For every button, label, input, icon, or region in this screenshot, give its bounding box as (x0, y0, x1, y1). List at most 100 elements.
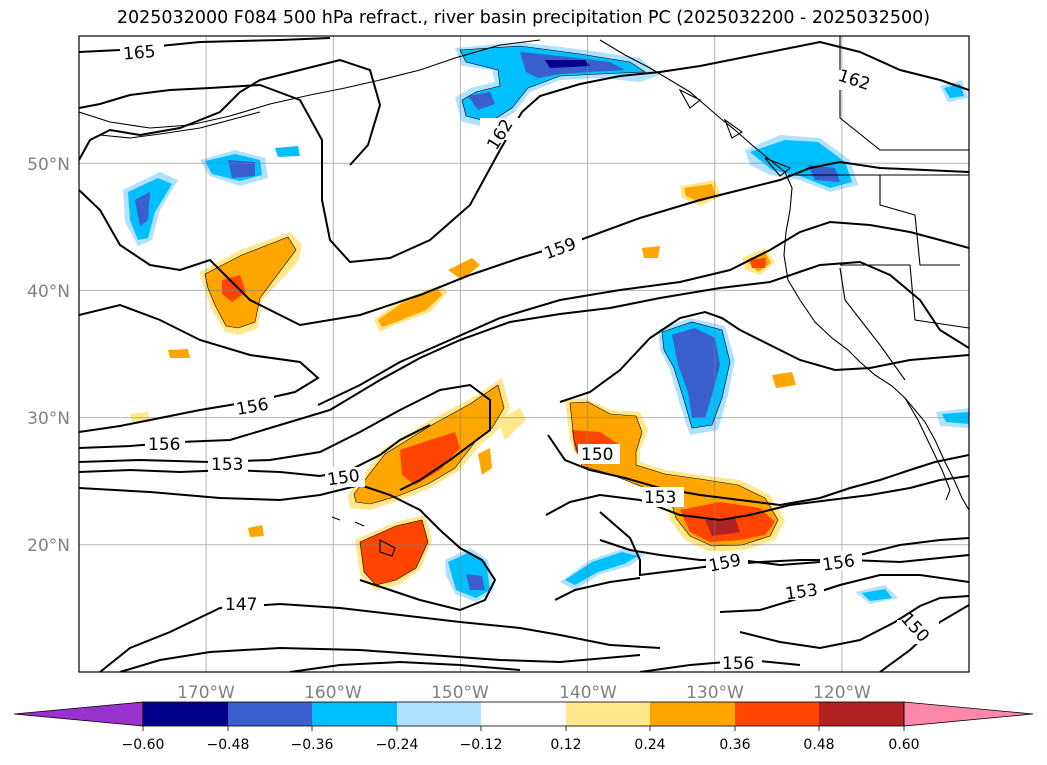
precip-shading (123, 42, 969, 604)
alaska-coastline (79, 39, 541, 129)
contour-label: 150 (581, 445, 613, 465)
precip-outline (569, 401, 779, 547)
north-america-coastline (599, 39, 969, 511)
contour-line (79, 303, 320, 433)
positive-anomaly-region (400, 432, 460, 485)
contour-line (547, 434, 969, 507)
contour-line (739, 595, 969, 650)
colorbar-tick-label: 0.24 (634, 737, 665, 753)
contour-line (719, 574, 969, 613)
positive-anomaly-region (498, 408, 526, 440)
contour-line (79, 483, 497, 612)
contour-line (79, 58, 382, 166)
negative-anomaly-region (862, 589, 892, 601)
contour-line (79, 37, 331, 53)
negative-anomaly-region (808, 165, 840, 182)
map-frame (78, 35, 970, 673)
contour-line (545, 475, 969, 522)
contour-label: 153 (644, 488, 676, 508)
contour-label: 156 (821, 551, 856, 575)
colorbar-segment (397, 702, 481, 726)
colorbar-tick-label: −0.36 (291, 737, 334, 753)
positive-anomaly-region (642, 246, 660, 258)
lon-tick-labels: 170°W 160°W 150°W 140°W 130°W 120°W (177, 683, 871, 703)
colorbar-segment (312, 702, 397, 726)
precip-outline (359, 519, 429, 586)
lat-tick-label: 20°N (27, 536, 70, 556)
contour-line (289, 660, 521, 672)
negative-anomaly-region (468, 92, 495, 110)
figure-title: 2025032000 F084 500 hPa refract., river … (116, 8, 931, 28)
precip-outline (459, 45, 646, 123)
colorbar-extend-high (903, 701, 1034, 727)
lon-tick-label: 150°W (431, 683, 489, 703)
lon-tick-label: 130°W (686, 683, 744, 703)
contour-line (79, 40, 969, 264)
colorbar-extend-low (13, 701, 144, 727)
colorbar-segment (143, 702, 228, 726)
aleutian-islands (99, 111, 261, 139)
contour-line (554, 577, 641, 601)
negative-anomaly-region (545, 60, 590, 68)
refractivity-contours (79, 37, 969, 672)
island (678, 88, 792, 177)
negative-anomaly-region (565, 552, 638, 585)
positive-anomaly-region (222, 275, 246, 302)
colorbar-segment (650, 702, 735, 726)
colorbar-frame (142, 701, 905, 727)
colorbar-tick-label: 0.36 (719, 737, 750, 753)
contour-labels: 165 162 162 159 156 156 153 150 150 153 … (120, 42, 939, 674)
contour-line (559, 310, 969, 403)
positive-anomaly-region (750, 258, 766, 268)
contour-label: 147 (225, 595, 257, 615)
colorbar: −0.60 −0.48 −0.36 −0.24 −0.12 0.12 0.24 … (13, 701, 1034, 753)
contour-line (599, 537, 969, 567)
coastlines (79, 36, 969, 557)
lat-tick-label: 50°N (27, 155, 70, 175)
positive-anomaly-region (772, 372, 796, 388)
contour-label: 150 (326, 466, 361, 490)
lon-tick-label: 160°W (304, 683, 362, 703)
lat-tick-label: 40°N (27, 282, 70, 302)
contour-line (79, 160, 969, 327)
negative-anomaly-region (228, 160, 255, 178)
lon-tick-label: 140°W (559, 683, 617, 703)
contour-label: 153 (211, 455, 243, 475)
us-state-border (879, 175, 960, 266)
negative-anomaly-region (135, 192, 150, 226)
lon-tick-label: 170°W (177, 683, 235, 703)
positive-anomaly-region (448, 258, 480, 280)
colorbar-tick-label: 0.60 (888, 737, 919, 753)
contour-label: 153 (784, 580, 819, 604)
positive-anomaly-region (360, 520, 428, 585)
contour-label: 156 (235, 395, 270, 420)
colorbar-segment (735, 702, 819, 726)
negative-anomaly-region (128, 178, 172, 240)
contour-label: 156 (722, 654, 754, 674)
contour-line (79, 424, 431, 478)
negative-anomaly-region (466, 574, 485, 590)
colorbar-segment (481, 702, 566, 726)
lat-tick-label: 30°N (27, 409, 70, 429)
gridlines (79, 36, 969, 672)
positive-anomaly-region (130, 412, 150, 422)
contour-line (99, 602, 661, 672)
positive-anomaly-region (705, 518, 740, 536)
positive-anomaly-region (248, 525, 264, 537)
precip-outline (204, 236, 297, 329)
baja-california-coastline (904, 397, 951, 501)
negative-anomaly-region (275, 146, 300, 157)
precip-outline (661, 321, 731, 429)
hawaii-islands (331, 516, 396, 557)
contour-label: 165 (122, 42, 156, 65)
positive-anomaly-region (478, 448, 492, 475)
contour-line (317, 220, 969, 406)
lon-tick-label: 120°W (813, 683, 871, 703)
colorbar-segment (819, 702, 904, 726)
colorbar-tick-label: −0.24 (376, 737, 419, 753)
contour-label: 156 (148, 435, 180, 455)
lat-tick-labels: 20°N 30°N 40°N 50°N (27, 155, 70, 556)
colorbar-tick-label: 0.48 (803, 737, 834, 753)
positive-anomaly-region (378, 289, 442, 327)
colorbar-segment (228, 702, 312, 726)
